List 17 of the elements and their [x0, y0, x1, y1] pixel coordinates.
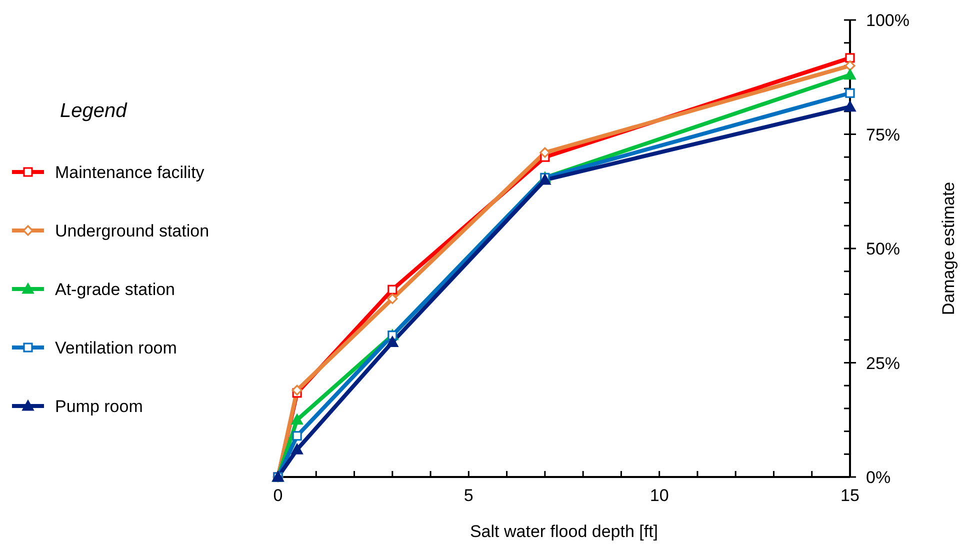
legend-label: Ventilation room	[55, 338, 177, 358]
x-tick-label: 10	[650, 486, 669, 505]
legend-label: Maintenance facility	[55, 163, 205, 182]
y-tick-label: 0%	[866, 468, 891, 487]
legend-label: Pump room	[55, 397, 143, 416]
y-tick-label: 50%	[866, 240, 900, 258]
legend-label: At-grade station	[55, 280, 176, 299]
x-tick-label: 15	[840, 486, 860, 505]
y-tick-label: 75%	[866, 125, 900, 144]
x-tick-label: 5	[464, 486, 474, 505]
x-tick-label: 0	[273, 486, 283, 505]
x-axis-title: Salt water flood depth [ft]	[470, 522, 658, 541]
y-tick-label: 25%	[866, 354, 900, 373]
legend-label: Underground station	[55, 222, 210, 240]
y-axis-title: Damage estimate	[939, 182, 958, 316]
legend-title: Legend	[60, 100, 128, 122]
y-tick-label: 100%	[866, 11, 910, 30]
